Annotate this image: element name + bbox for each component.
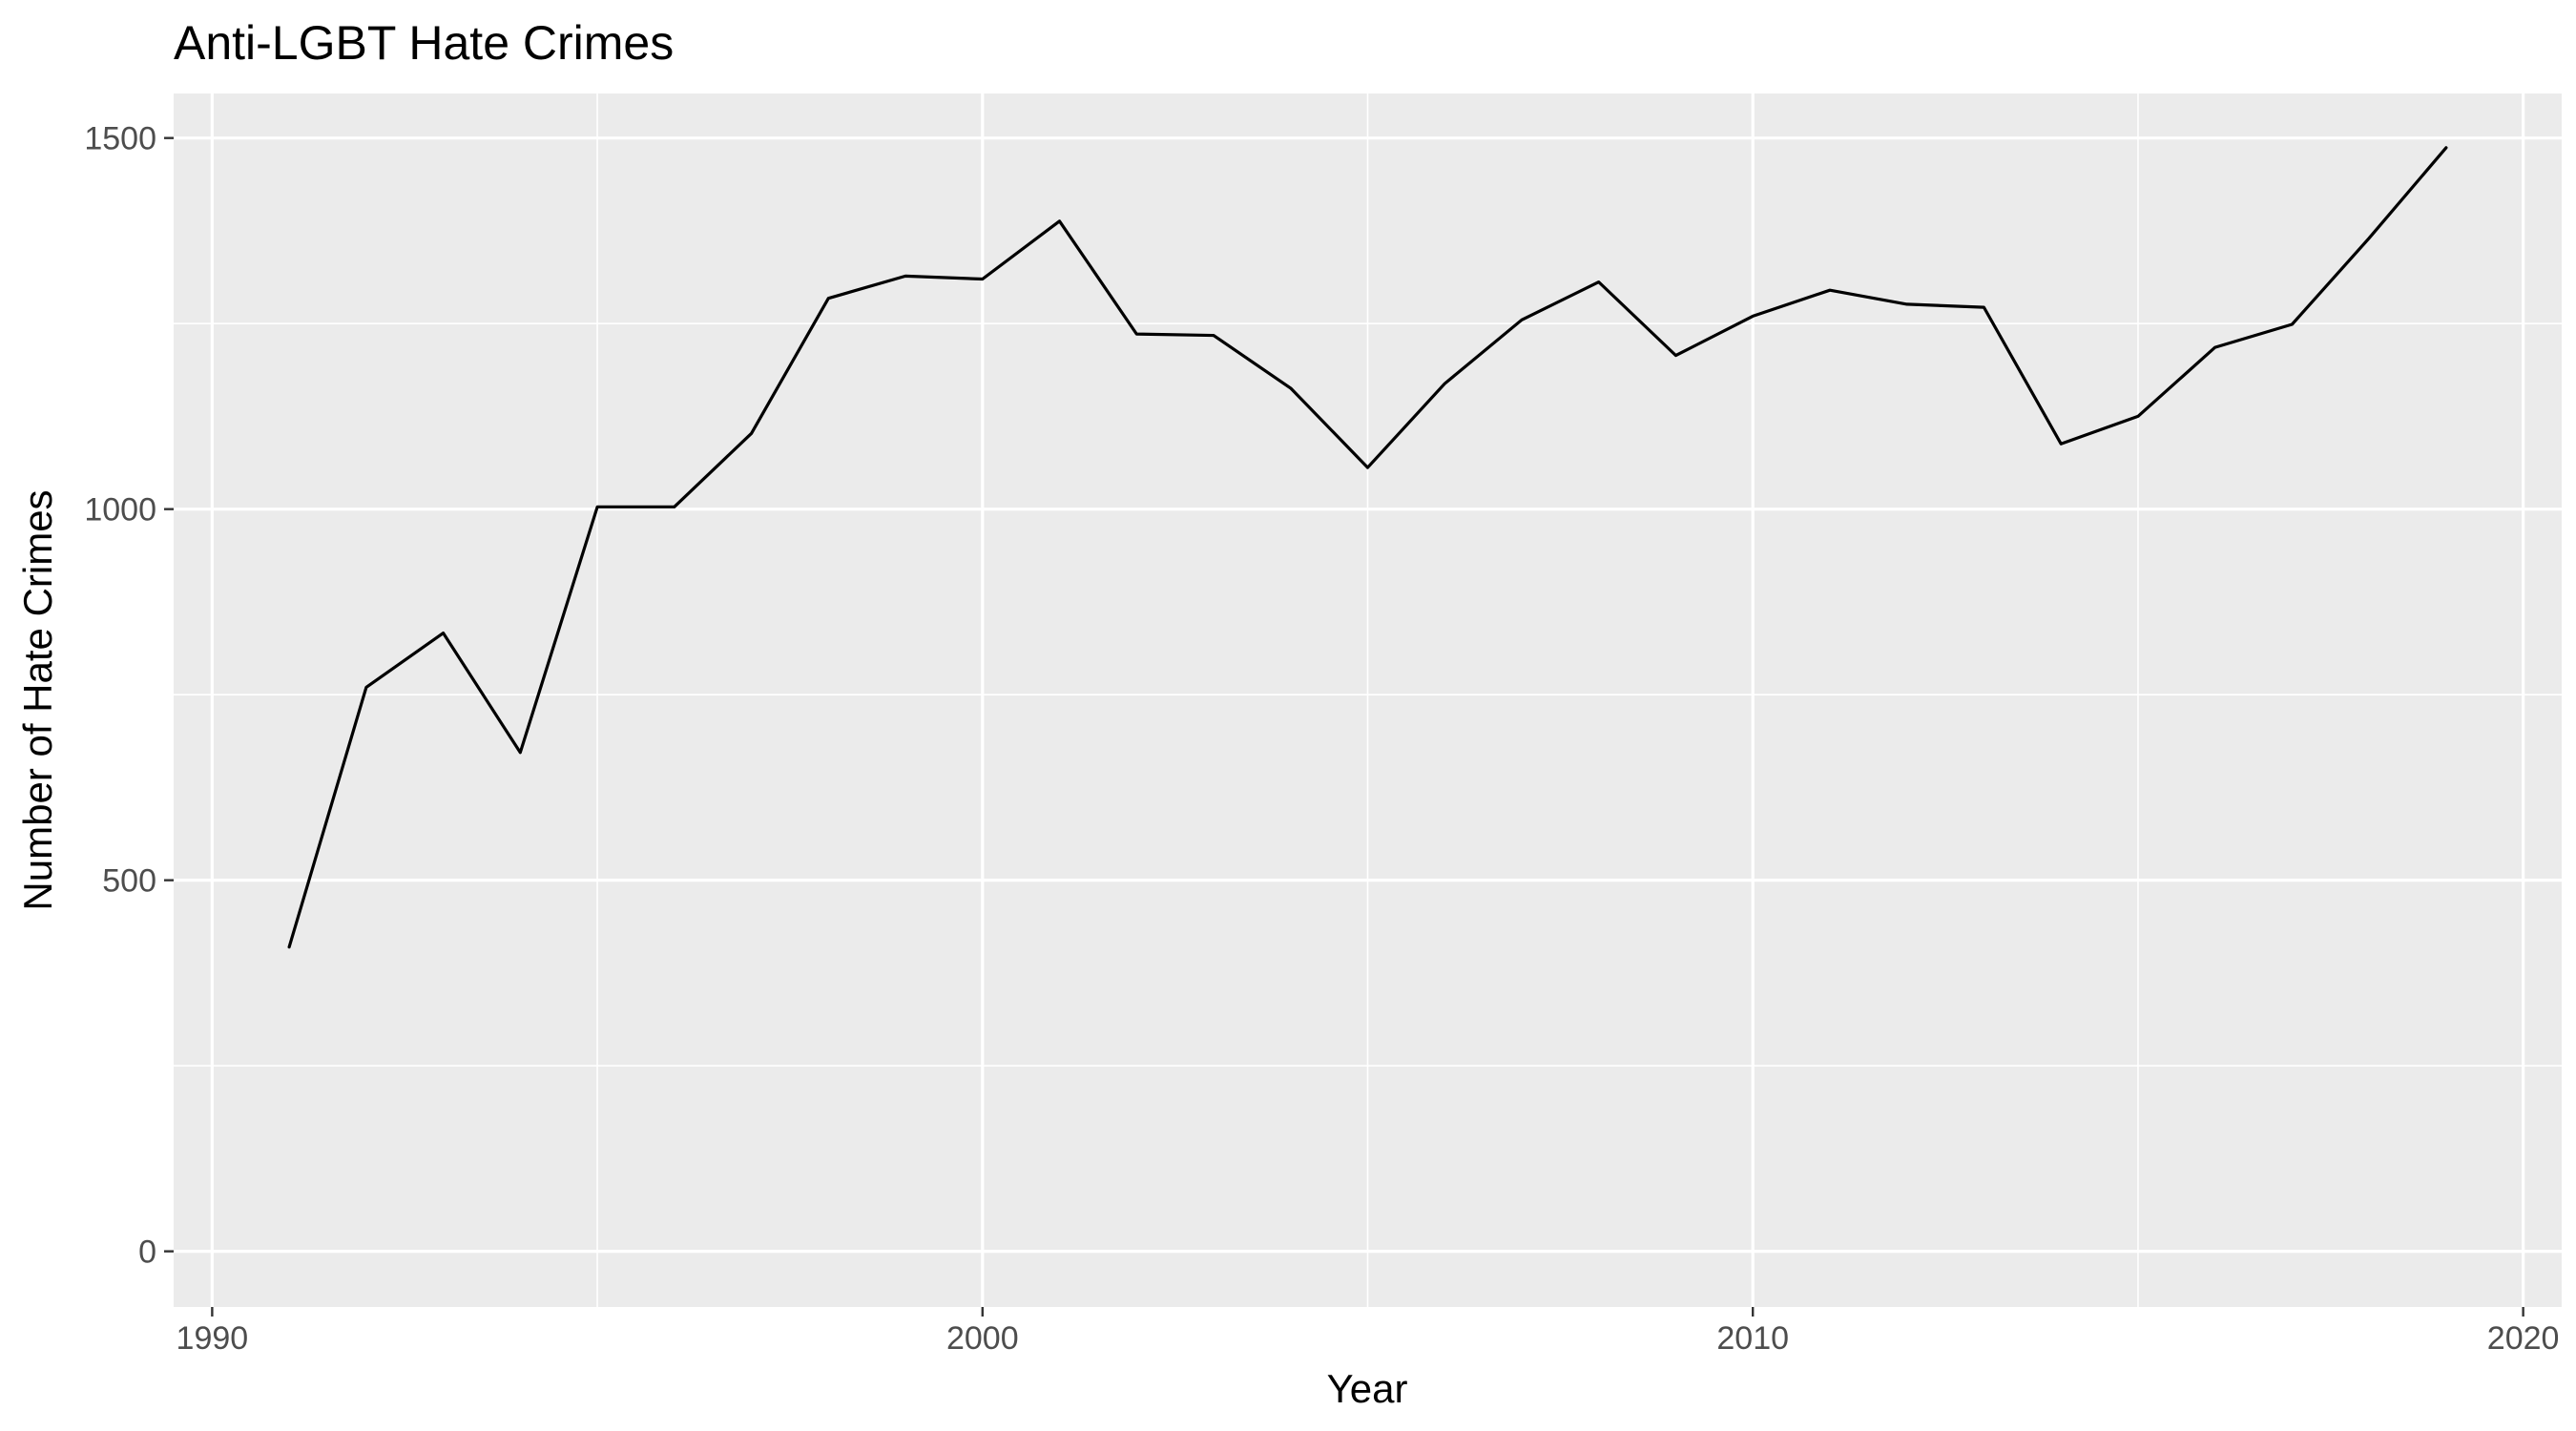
- x-tick-label: 1990: [177, 1320, 249, 1357]
- x-tick-label: 2000: [946, 1320, 1019, 1357]
- axis-ticks: [164, 136, 2524, 1317]
- x-axis-title: Year: [1327, 1366, 1408, 1411]
- y-axis-title: Number of Hate Crimes: [15, 489, 60, 910]
- x-tick-labels: 1990 2000 2010 2020: [177, 1320, 2560, 1357]
- x-tick-label: 2020: [2487, 1320, 2560, 1357]
- y-tick-labels: 0 500 1000 1500: [84, 121, 156, 1271]
- y-tick-label: 0: [138, 1234, 156, 1271]
- y-tick-label: 500: [102, 863, 156, 900]
- x-tick-label: 2010: [1716, 1320, 1789, 1357]
- major-gridlines: [174, 93, 2562, 1307]
- minor-gridlines: [174, 93, 2562, 1307]
- series-line: [287, 146, 2448, 949]
- y-tick-label: 1500: [84, 121, 156, 157]
- chart-title: Anti-LGBT Hate Crimes: [174, 16, 674, 70]
- y-tick-label: 1000: [84, 492, 156, 529]
